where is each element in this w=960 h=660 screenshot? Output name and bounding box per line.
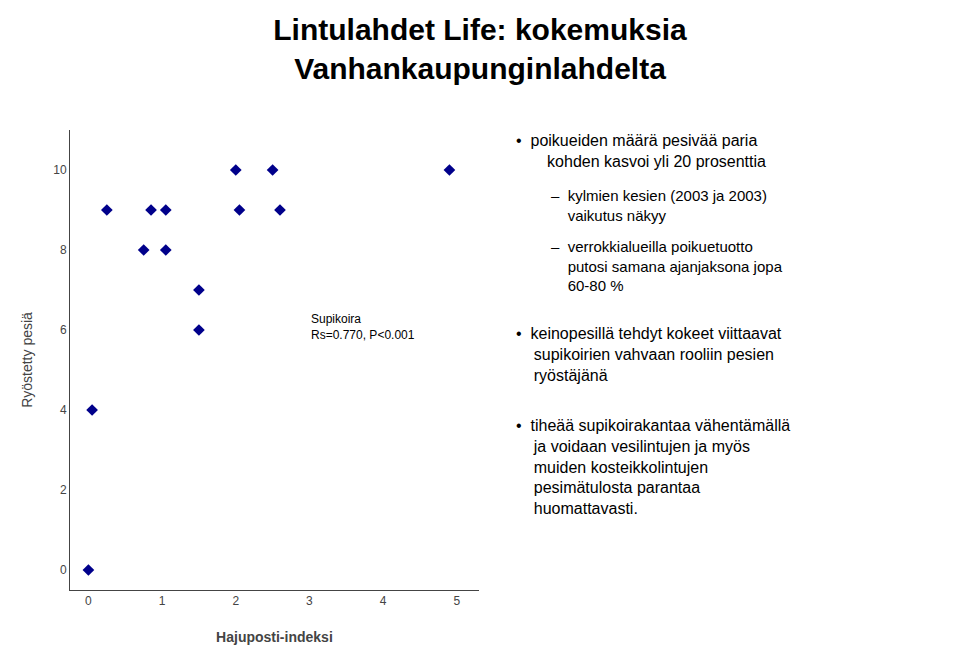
- svg-text:2: 2: [232, 594, 239, 608]
- svg-text:0: 0: [85, 594, 92, 608]
- svg-text:0: 0: [60, 563, 67, 577]
- svg-text:– verrokkialueilla poikuetuot: – verrokkialueilla poikuetuotto putosi s…: [551, 238, 783, 294]
- svg-text:4: 4: [60, 403, 67, 417]
- svg-text:10: 10: [53, 163, 67, 177]
- svg-text:8: 8: [60, 243, 67, 257]
- svg-text:Hajuposti-indeksi: Hajuposti-indeksi: [216, 629, 333, 645]
- svg-text:4: 4: [380, 594, 387, 608]
- svg-text:SupikoiraRs=0.770, P<0.001: SupikoiraRs=0.770, P<0.001: [311, 312, 415, 342]
- svg-text:• poikueiden määrä pesivää pa: • poikueiden määrä pesivää paria kohden …: [516, 132, 766, 170]
- svg-text:2: 2: [60, 483, 67, 497]
- svg-text:• keinopesillä tehdyt kokeet: • keinopesillä tehdyt kokeet viittaavat …: [516, 325, 782, 384]
- svg-text:Lintulahdet Life: kokemuksiaVa: Lintulahdet Life: kokemuksiaVanhankaupun…: [273, 13, 687, 85]
- svg-text:• tihеää supikoirakantaa vähe: • tihеää supikoirakantaa vähentämällä ja…: [516, 417, 790, 517]
- svg-text:5: 5: [453, 594, 460, 608]
- svg-text:Ryöstetty pesiä: Ryöstetty pesiä: [19, 312, 35, 408]
- svg-text:3: 3: [306, 594, 313, 608]
- svg-text:6: 6: [60, 323, 67, 337]
- svg-text:– kylmien kesien (2003 ja 200: – kylmien kesien (2003 ja 2003) vaikutus…: [551, 187, 767, 224]
- svg-text:1: 1: [159, 594, 166, 608]
